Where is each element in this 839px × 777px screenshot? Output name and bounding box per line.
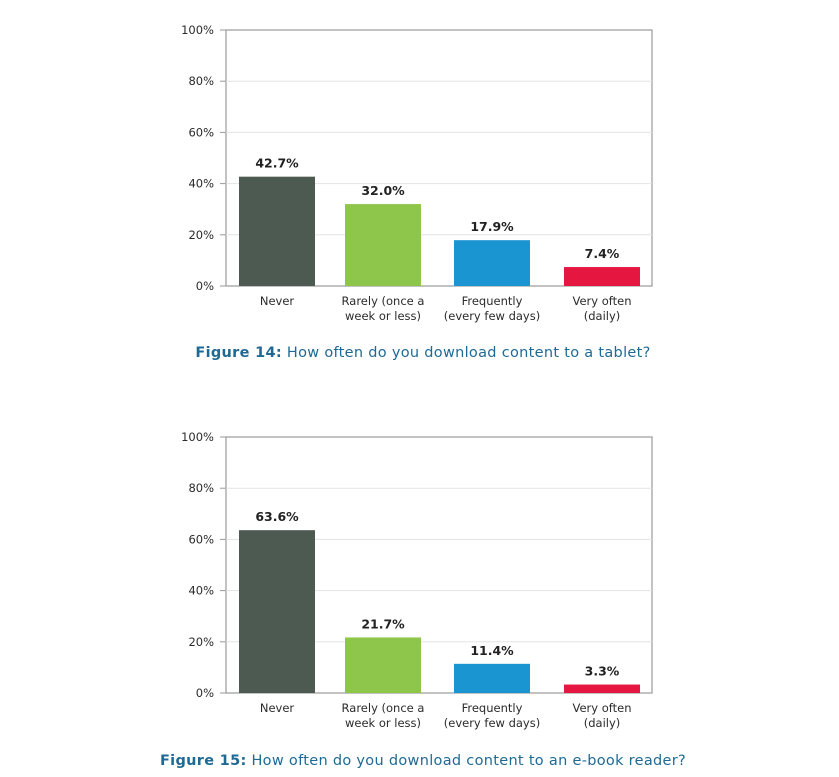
data-label: 21.7%: [361, 616, 405, 631]
y-tick-label: 0%: [196, 686, 214, 700]
data-label: 17.9%: [470, 219, 514, 234]
figure-caption: Figure 15: How often do you download con…: [160, 753, 686, 769]
bar: [564, 267, 640, 286]
y-tick-label: 80%: [188, 481, 214, 495]
figure-caption: Figure 14: How often do you download con…: [195, 345, 650, 361]
data-label: 32.0%: [361, 183, 405, 198]
y-tick-label: 60%: [188, 125, 214, 139]
y-tick-label: 100%: [181, 23, 214, 37]
x-tick-label: Frequently (every few days): [444, 294, 540, 323]
x-tick-label: Rarely (once a week or less): [342, 701, 425, 730]
data-label: 7.4%: [585, 246, 620, 261]
y-tick-label: 20%: [188, 635, 214, 649]
x-tick-label: Rarely (once a week or less): [342, 294, 425, 323]
x-tick-label: Frequently (every few days): [444, 701, 540, 730]
y-tick-label: 0%: [196, 279, 214, 293]
bar: [454, 663, 530, 693]
y-tick-label: 80%: [188, 74, 214, 88]
bar: [239, 176, 315, 286]
y-tick-label: 100%: [181, 430, 214, 444]
bar: [564, 684, 640, 693]
y-tick-label: 40%: [188, 177, 214, 191]
x-tick-label: Very often (daily): [573, 701, 632, 730]
data-label: 11.4%: [470, 643, 514, 658]
y-tick-label: 60%: [188, 532, 214, 546]
data-label: 3.3%: [585, 664, 620, 679]
x-tick-label: Never: [260, 701, 295, 715]
bar: [345, 204, 421, 286]
bar: [345, 637, 421, 693]
chart-figure-15: 0% 20% 40% 60% 80% 100% 63.6% Never 21.7% Rarely …: [160, 430, 686, 769]
x-tick-label: Never: [260, 294, 295, 308]
data-label: 63.6%: [255, 509, 299, 524]
bar: [454, 240, 530, 286]
y-tick-label: 20%: [188, 228, 214, 242]
y-tick-label: 40%: [188, 584, 214, 598]
x-tick-label: Very often (daily): [573, 294, 632, 323]
data-label: 42.7%: [255, 156, 299, 171]
chart-figure-14: 0% 20% 40% 60% 80% 100% 42.7% Never 32.0% Rarely …: [181, 23, 653, 361]
bar: [239, 530, 315, 693]
